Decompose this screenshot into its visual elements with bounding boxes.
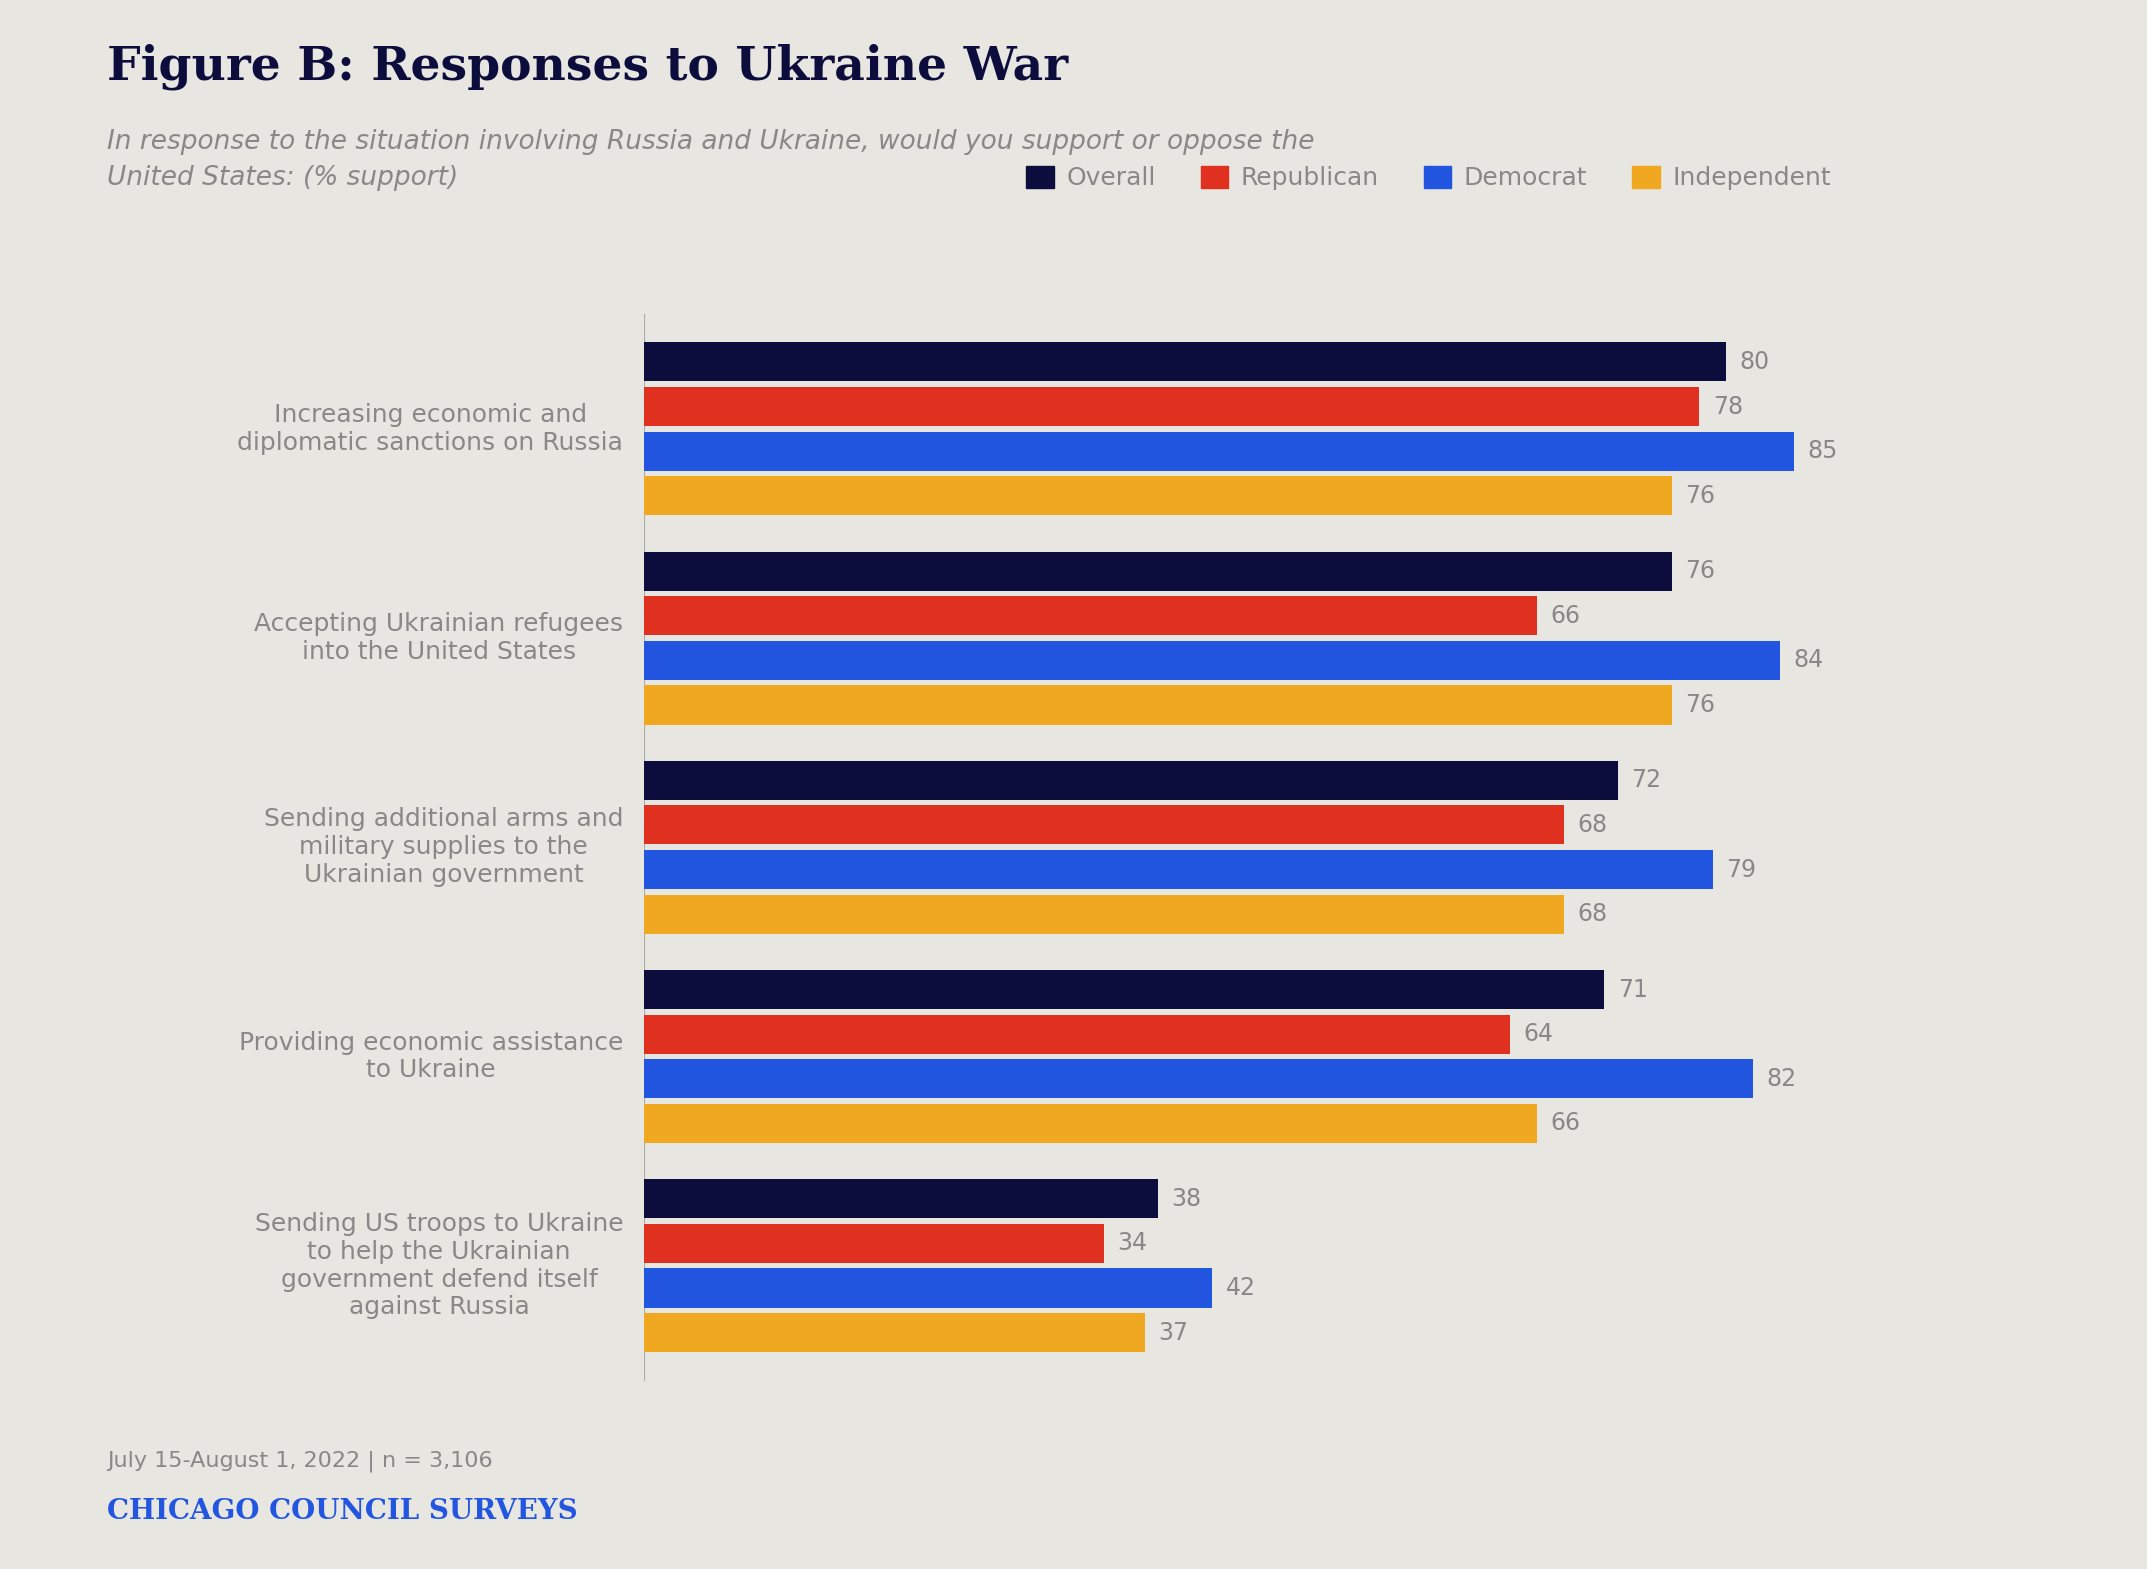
Text: 85: 85 [1808, 439, 1838, 463]
Bar [644, 1015, 1509, 1054]
Bar [644, 640, 1780, 679]
Bar [644, 596, 1537, 635]
Text: 76: 76 [1685, 693, 1715, 717]
Text: CHICAGO COUNCIL SURVEYS: CHICAGO COUNCIL SURVEYS [107, 1498, 578, 1525]
Bar [644, 1105, 1537, 1142]
Bar [644, 1313, 1144, 1352]
Text: 68: 68 [1578, 813, 1608, 836]
Text: 76: 76 [1685, 483, 1715, 508]
Text: 34: 34 [1119, 1232, 1146, 1255]
Bar [644, 1059, 1754, 1098]
Text: 80: 80 [1739, 350, 1769, 373]
Bar [644, 761, 1619, 800]
Text: 38: 38 [1172, 1186, 1202, 1211]
Text: 68: 68 [1578, 902, 1608, 926]
Text: 79: 79 [1726, 858, 1756, 882]
Bar [644, 1224, 1104, 1263]
Text: 82: 82 [1767, 1067, 1797, 1090]
Text: 78: 78 [1713, 394, 1743, 419]
Text: 76: 76 [1685, 559, 1715, 584]
Text: 64: 64 [1524, 1021, 1552, 1047]
Bar [644, 552, 1673, 590]
Legend: Overall, Republican, Democrat, Independent: Overall, Republican, Democrat, Independe… [1016, 155, 1840, 201]
Bar [644, 686, 1673, 725]
Text: In response to the situation involving Russia and Ukraine, would you support or : In response to the situation involving R… [107, 129, 1314, 191]
Bar [644, 850, 1713, 890]
Bar [644, 805, 1563, 844]
Text: 66: 66 [1550, 1111, 1580, 1136]
Bar [644, 1268, 1213, 1307]
Bar [644, 477, 1673, 515]
Bar [644, 388, 1698, 427]
Bar [644, 894, 1563, 934]
Text: 71: 71 [1619, 977, 1649, 1001]
Text: 42: 42 [1226, 1276, 1256, 1301]
Text: Figure B: Responses to Ukraine War: Figure B: Responses to Ukraine War [107, 44, 1069, 91]
Text: 84: 84 [1795, 648, 1825, 673]
Text: 72: 72 [1632, 769, 1662, 792]
Bar [644, 1180, 1157, 1218]
Bar [644, 431, 1795, 471]
Bar [644, 970, 1604, 1009]
Text: 66: 66 [1550, 604, 1580, 628]
Text: July 15-August 1, 2022 | n = 3,106: July 15-August 1, 2022 | n = 3,106 [107, 1450, 494, 1472]
Text: 37: 37 [1157, 1321, 1187, 1345]
Bar [644, 342, 1726, 381]
